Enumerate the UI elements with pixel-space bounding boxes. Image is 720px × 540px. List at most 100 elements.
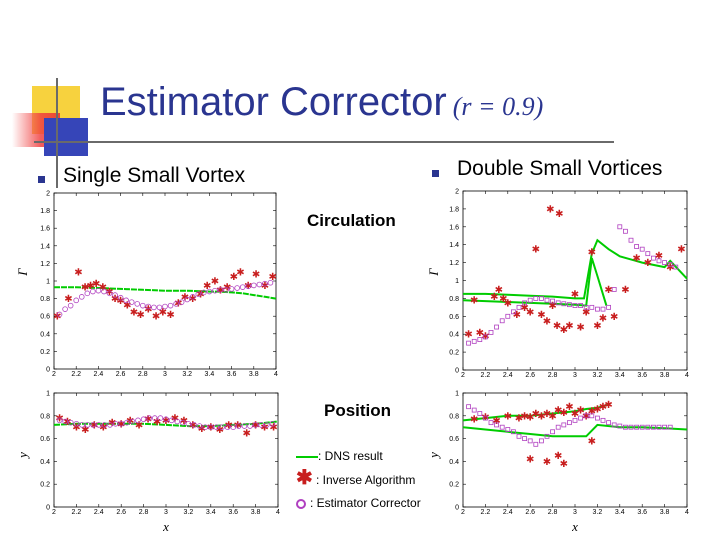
single-circulation-estimator-point	[112, 292, 118, 298]
single-position-inverse-point: ✱	[135, 420, 143, 431]
single-position-estimator-point	[230, 424, 237, 431]
double-position-estimator-point	[628, 424, 634, 430]
double-circulation-dns-line	[463, 238, 688, 300]
single-position-inverse-point: ✱	[180, 416, 188, 427]
y-tick-label: 1	[46, 279, 50, 286]
y-tick-label: 0	[455, 368, 459, 375]
double-position-estimator-point	[656, 424, 662, 430]
single-circulation-estimator-point	[206, 288, 213, 295]
double-circulation-inverse-point: ✱	[537, 310, 545, 321]
double-circulation-inverse-point: ✱	[526, 307, 534, 318]
double-position-dns-line	[462, 403, 609, 422]
y-tick-label: 0.4	[449, 332, 459, 339]
double-circulation-estimator-point	[539, 295, 544, 301]
single-circulation-estimator-point	[162, 303, 168, 310]
double-position-inverse-point: ✱	[543, 409, 551, 420]
double-position-estimator-point	[651, 424, 656, 430]
y-tick-label: 0.8	[449, 413, 459, 420]
double-circulation-inverse-point: ✱	[481, 331, 489, 342]
double-circulation-frame	[462, 190, 688, 371]
double-position-inverse-point: ✱	[593, 404, 601, 415]
single-position-estimator-point	[252, 422, 259, 428]
x-tick-label: 2.4	[94, 509, 104, 516]
double-circulation-inverse-point: ✱	[495, 285, 503, 296]
double-position-estimator-point	[499, 424, 505, 430]
single-position-inverse-point: ✱	[251, 420, 259, 431]
single-circulation-inverse-point: ✱	[166, 310, 174, 321]
double-circulation-inverse-point: ✱	[571, 289, 579, 300]
legend-estimator-label: : Estimator Corrector	[310, 496, 421, 510]
single-circulation-estimator-point	[95, 287, 102, 294]
bullet-left	[38, 176, 45, 183]
double-position-estimator-point	[494, 422, 500, 428]
single-position-inverse-point: ✱	[153, 417, 161, 428]
x-tick-label: 3.8	[251, 509, 261, 516]
single-circulation-estimator-point	[56, 311, 63, 318]
single-circulation-estimator-point	[256, 281, 263, 288]
x-tick-label: 3.6	[228, 509, 238, 516]
double-position-inverse-point: ✱	[571, 409, 579, 420]
single-position-estimator-point	[96, 422, 102, 428]
y-tick-label: 1	[46, 391, 50, 398]
single-circulation-estimator-point	[245, 283, 252, 290]
x-tick-label: 2	[52, 371, 56, 378]
single-position-estimator-point	[112, 420, 119, 427]
single-position-estimator-point	[196, 423, 203, 429]
y-tick-label: 0.6	[449, 314, 459, 321]
single-position-inverse-point: ✱	[99, 423, 107, 434]
y-tick-label: 1.8	[40, 208, 50, 215]
single-position-estimator-point	[56, 417, 63, 424]
double-position-inverse-point: ✱	[526, 412, 534, 423]
y-tick-label: 0.4	[449, 459, 459, 466]
page-title: Estimator Corrector (r = 0.9)	[100, 80, 543, 125]
x-tick-label: 2.4	[503, 372, 513, 379]
double-position-inverse-point: ✱	[560, 408, 568, 419]
single-position-estimator-point	[269, 420, 276, 427]
single-circulation-inverse-point: ✱	[92, 279, 100, 290]
double-position-inverse-point: ✱	[548, 411, 556, 422]
single-position-inverse-point: ✱	[207, 423, 215, 434]
x-tick-label: 3	[164, 509, 168, 516]
double-position-inverse-point: ✱	[520, 411, 528, 422]
y-tick-label: 1.4	[40, 243, 50, 250]
double-position-estimator-point	[550, 429, 555, 435]
single-position-estimator-point	[174, 418, 181, 425]
y-tick-label: 1.2	[449, 260, 459, 267]
double-position-estimator-point	[539, 438, 544, 444]
double-position-inverse-point: ✱	[554, 406, 562, 417]
single-circulation-inverse-point: ✱	[86, 281, 94, 292]
single-circulation-estimator-point	[84, 290, 91, 297]
single-circulation-inverse-point: ✱	[268, 272, 276, 283]
double-position-inverse-point: ✱	[470, 415, 478, 426]
double-position-estimator-point	[578, 415, 583, 421]
single-position-estimator-point	[202, 424, 209, 431]
y-axis-label: y	[15, 452, 30, 460]
single-position-estimator-point	[157, 415, 164, 421]
double-circulation-inverse-point: ✱	[504, 298, 512, 309]
y-tick-label: 0.6	[40, 436, 50, 443]
double-circulation-estimator-point	[651, 255, 656, 261]
x-tick-label: 2	[461, 509, 465, 516]
single-circulation-estimator-point	[217, 286, 224, 293]
single-circulation-estimator-point	[73, 297, 79, 304]
x-tick-label: 3.2	[184, 509, 194, 516]
double-circulation-estimator-point	[595, 306, 600, 312]
double-circulation-estimator-point	[527, 297, 533, 303]
single-circulation-estimator-point	[234, 285, 240, 291]
x-tick-label: 3.4	[615, 372, 625, 379]
double-circulation-estimator-point	[623, 228, 628, 234]
double-position-estimator-point	[561, 422, 567, 428]
double-circulation-inverse-point: ✱	[499, 294, 507, 305]
double-circulation-inverse-point: ✱	[548, 301, 556, 312]
single-position-inverse-point: ✱	[198, 424, 206, 435]
single-position-estimator-point	[73, 420, 80, 427]
double-circulation-inverse-point: ✱	[464, 330, 472, 341]
double-position-estimator-point	[516, 433, 522, 439]
legend-inverse-label: : Inverse Algorithm	[316, 473, 416, 487]
double-position-estimator-point	[533, 441, 539, 447]
double-position-inverse-point: ✱	[481, 412, 489, 423]
double-circulation-inverse-point: ✱	[490, 292, 498, 303]
single-circulation-inverse-point: ✱	[116, 296, 124, 307]
x-axis-label: x	[571, 519, 578, 534]
single-position-inverse-point: ✱	[225, 420, 233, 431]
